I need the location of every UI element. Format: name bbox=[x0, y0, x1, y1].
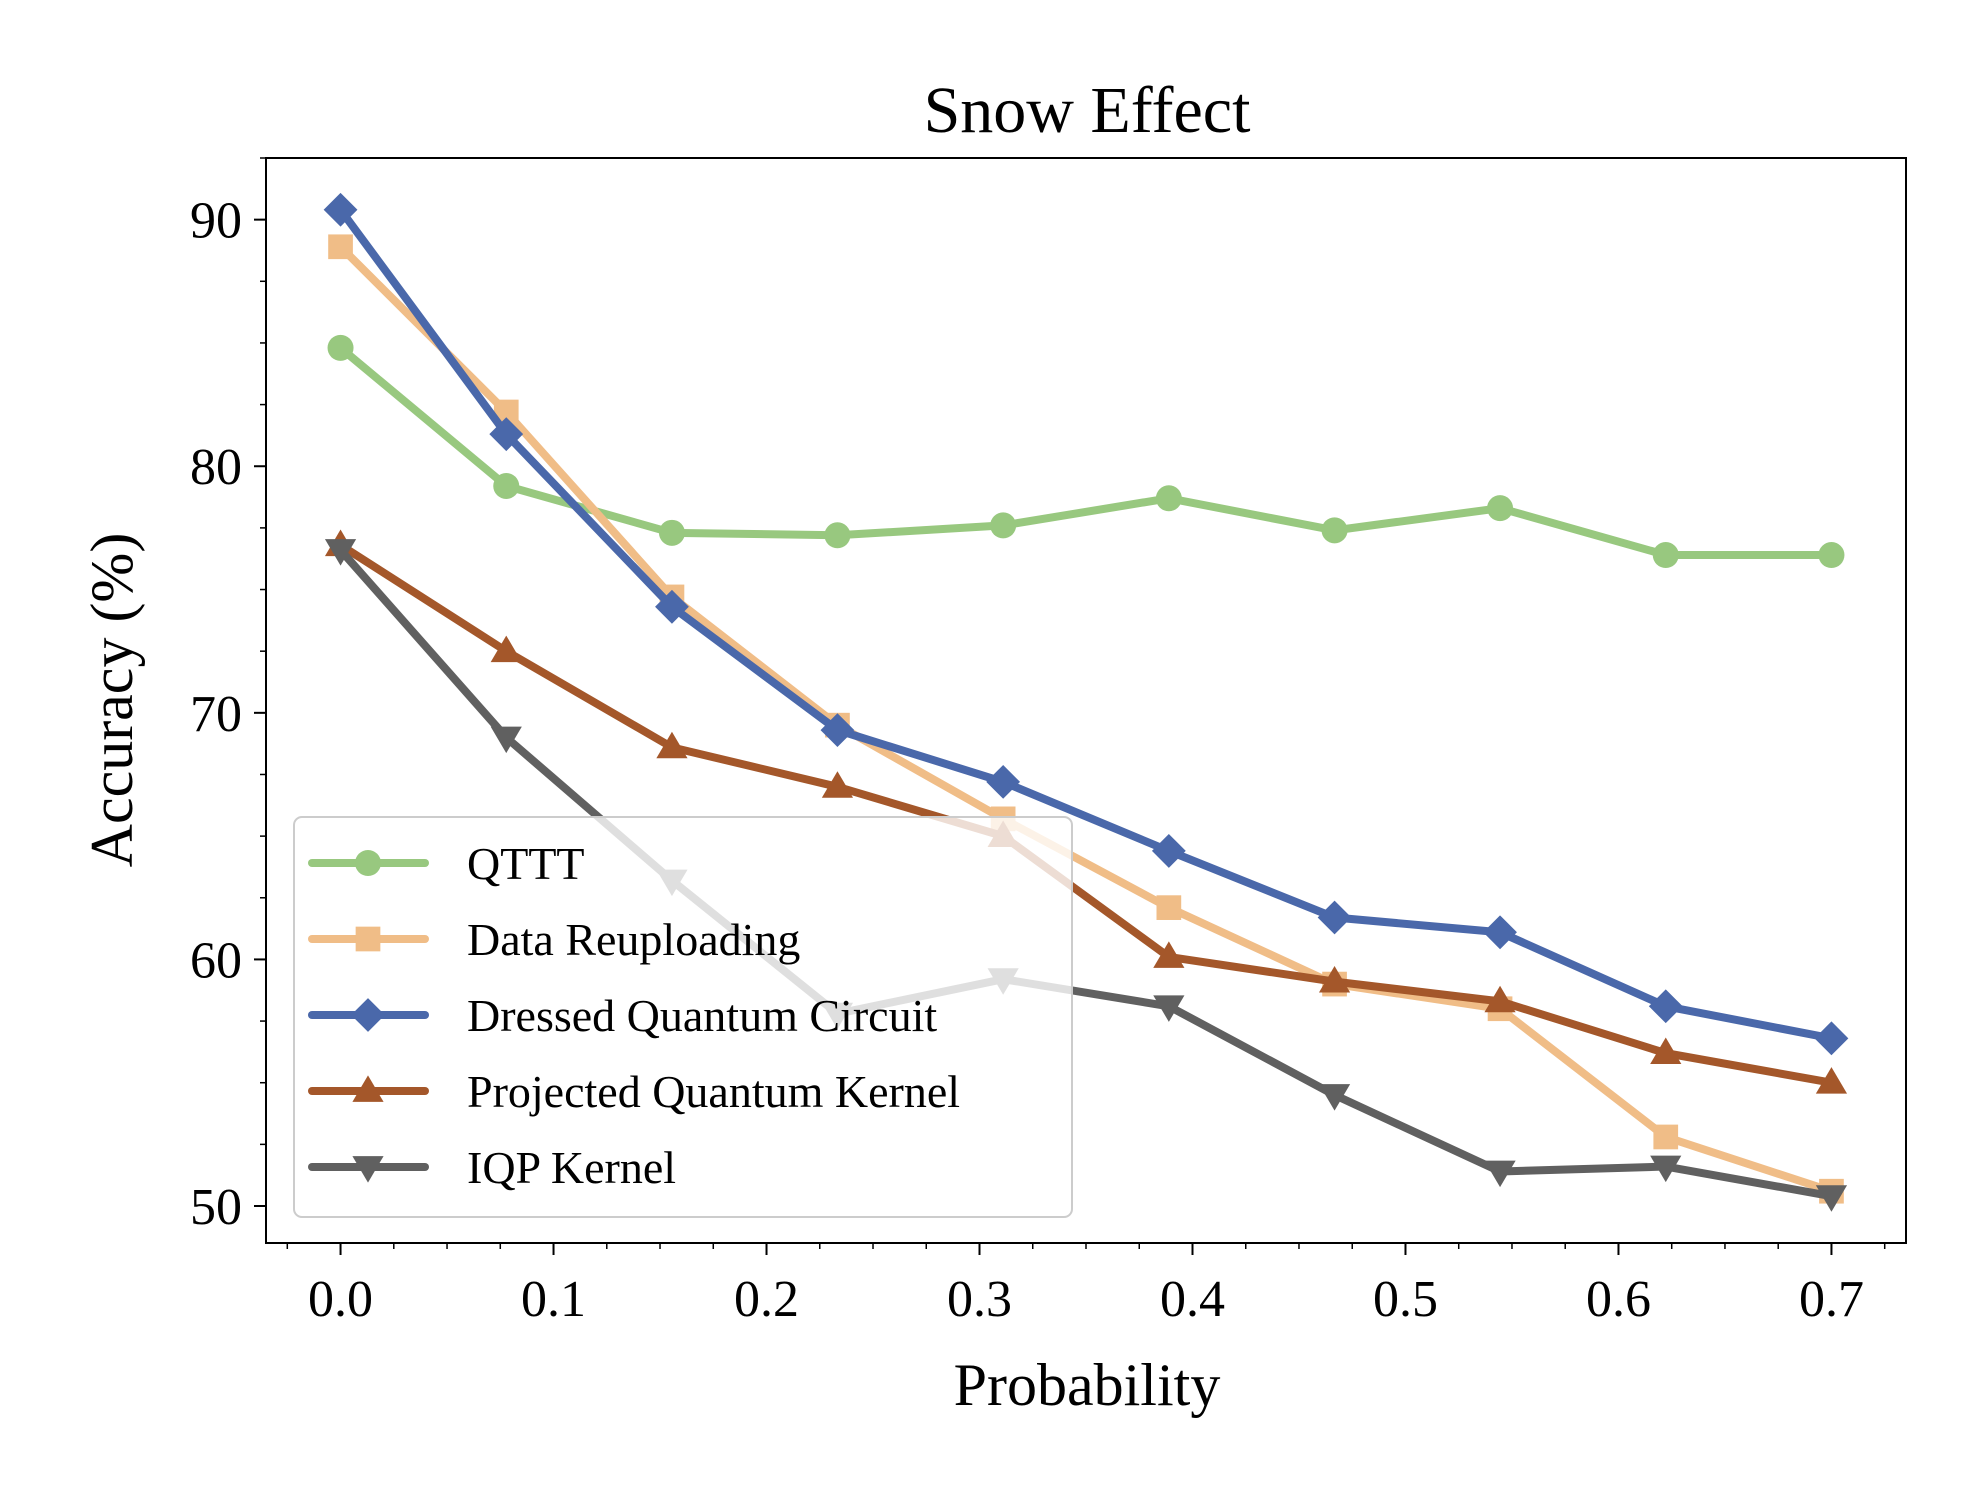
data-point bbox=[490, 726, 522, 754]
data-point bbox=[1484, 1160, 1516, 1188]
data-point bbox=[990, 512, 1017, 539]
y-axis: 50 60 70 80 90 bbox=[190, 157, 266, 1236]
data-point bbox=[1155, 485, 1182, 512]
x-tick-label: 0.6 bbox=[1586, 1271, 1651, 1328]
series-layer bbox=[323, 192, 1849, 1212]
data-point bbox=[327, 334, 354, 361]
legend-item: QTTT bbox=[308, 838, 585, 889]
legend-marker bbox=[351, 998, 385, 1032]
x-tick-label: 0.0 bbox=[308, 1271, 373, 1328]
y-tick-label: 60 bbox=[190, 932, 242, 989]
legend-item: Data Reuploading bbox=[308, 914, 800, 965]
series-line bbox=[336, 343, 1836, 560]
data-point bbox=[324, 539, 357, 566]
data-point bbox=[1650, 1155, 1682, 1183]
data-point bbox=[656, 731, 688, 759]
legend-label: IQP Kernel bbox=[467, 1142, 676, 1193]
data-point bbox=[1653, 1124, 1679, 1150]
data-point bbox=[1487, 495, 1514, 522]
data-point bbox=[658, 519, 685, 546]
data-point bbox=[323, 192, 358, 227]
y-tick-label: 70 bbox=[190, 686, 242, 743]
legend-marker bbox=[355, 926, 381, 952]
data-point bbox=[1652, 542, 1679, 569]
legend-label: Projected Quantum Kernel bbox=[467, 1066, 960, 1117]
data-point bbox=[1648, 989, 1683, 1024]
data-point bbox=[655, 589, 689, 624]
legend-item: Projected Quantum Kernel bbox=[308, 1066, 960, 1117]
x-tick-label: 0.2 bbox=[734, 1271, 799, 1328]
data-point bbox=[821, 771, 854, 798]
data-point bbox=[1815, 1185, 1848, 1212]
legend-item: IQP Kernel bbox=[308, 1142, 676, 1193]
legend-label: Data Reuploading bbox=[467, 914, 800, 965]
y-tick-label: 90 bbox=[190, 193, 242, 250]
data-point bbox=[1483, 915, 1517, 950]
data-point bbox=[1814, 1021, 1849, 1056]
data-point bbox=[1318, 1084, 1351, 1111]
data-point bbox=[1321, 517, 1348, 544]
legend-marker bbox=[355, 850, 381, 876]
legend-label: QTTT bbox=[467, 838, 585, 889]
x-tick-label: 0.5 bbox=[1373, 1271, 1438, 1328]
legend-box bbox=[293, 816, 1073, 1218]
x-tick-label: 0.3 bbox=[947, 1271, 1012, 1328]
data-point bbox=[824, 522, 851, 549]
x-tick-label: 0.4 bbox=[1160, 1271, 1225, 1328]
data-point bbox=[986, 764, 1021, 799]
data-point bbox=[1156, 895, 1182, 920]
data-point bbox=[1153, 941, 1185, 968]
data-point bbox=[1151, 834, 1186, 868]
data-point bbox=[1650, 1037, 1682, 1065]
data-point bbox=[1318, 966, 1351, 993]
legend-label: Dressed Quantum Circuit bbox=[467, 990, 937, 1041]
data-point bbox=[1818, 542, 1845, 569]
series-line bbox=[336, 242, 1836, 1196]
y-axis-label: Accuracy (%) bbox=[79, 533, 145, 868]
x-axis-label: Probability bbox=[954, 1352, 1221, 1418]
series-line bbox=[336, 541, 1836, 1087]
series-line bbox=[336, 546, 1836, 1201]
data-point bbox=[328, 234, 353, 260]
x-tick-label: 0.7 bbox=[1799, 1271, 1864, 1328]
chart-title: Snow Effect bbox=[924, 74, 1251, 147]
series-line bbox=[336, 205, 1836, 1043]
data-point bbox=[489, 417, 524, 452]
data-point bbox=[490, 635, 522, 663]
legend-marker bbox=[352, 1075, 384, 1102]
data-point bbox=[1153, 995, 1185, 1022]
series-3 bbox=[323, 192, 1849, 1056]
data-point bbox=[1317, 900, 1352, 935]
x-tick-label: 0.1 bbox=[521, 1271, 586, 1328]
legend-item: Dressed Quantum Circuit bbox=[308, 990, 937, 1041]
data-point bbox=[820, 713, 855, 747]
data-point bbox=[493, 472, 520, 499]
series-1 bbox=[327, 334, 1845, 569]
y-tick-label: 50 bbox=[190, 1179, 242, 1236]
y-tick-label: 80 bbox=[190, 439, 242, 496]
data-point bbox=[1815, 1067, 1848, 1094]
x-axis: 0.0 0.1 0.2 0.3 0.4 0.5 0.6 0.7 bbox=[286, 1243, 1886, 1328]
legend: QTTT Data Reuploading Dressed Quantum Circ… bbox=[293, 816, 1073, 1218]
data-point bbox=[1484, 985, 1516, 1013]
legend-marker bbox=[352, 1156, 384, 1183]
series-4 bbox=[324, 529, 1848, 1094]
